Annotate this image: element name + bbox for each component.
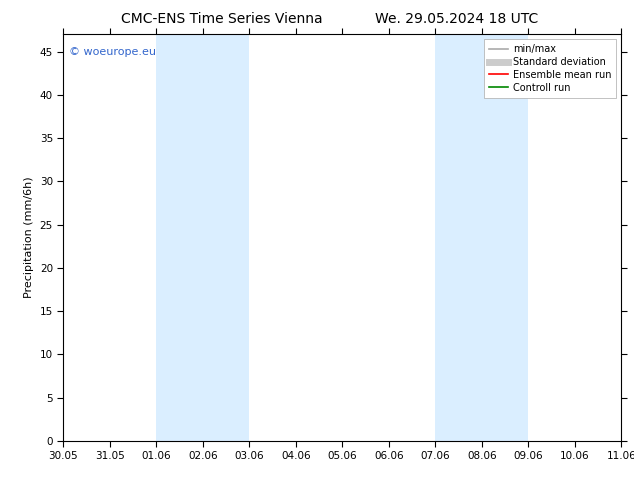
- Text: © woeurope.eu: © woeurope.eu: [69, 47, 156, 56]
- Bar: [157, 34, 249, 441]
- Text: CMC-ENS Time Series Vienna: CMC-ENS Time Series Vienna: [121, 12, 323, 26]
- Text: We. 29.05.2024 18 UTC: We. 29.05.2024 18 UTC: [375, 12, 538, 26]
- Y-axis label: Precipitation (mm/6h): Precipitation (mm/6h): [24, 177, 34, 298]
- Bar: [436, 34, 528, 441]
- Legend: min/max, Standard deviation, Ensemble mean run, Controll run: min/max, Standard deviation, Ensemble me…: [484, 39, 616, 98]
